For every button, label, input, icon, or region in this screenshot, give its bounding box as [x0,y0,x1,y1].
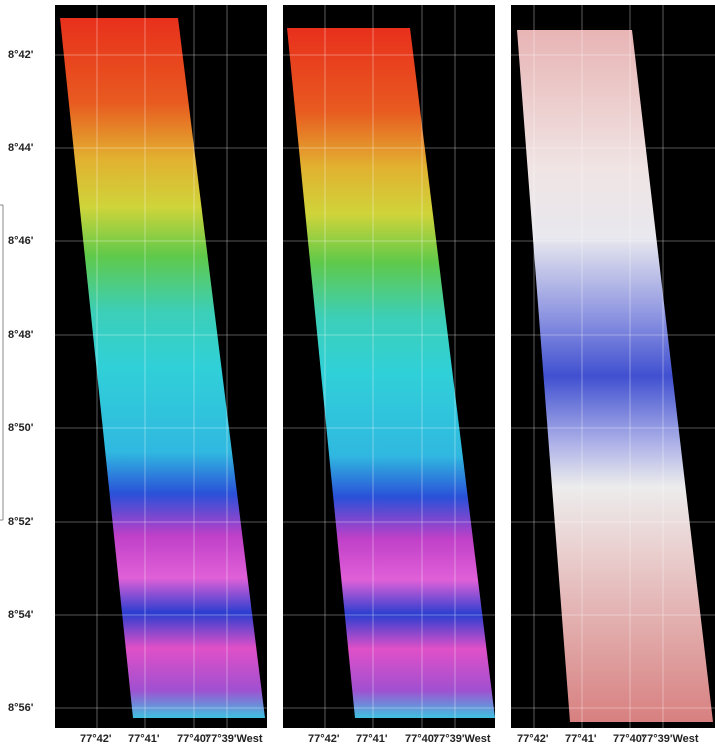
latitude-label: 8°44' [8,142,34,154]
latitude-label: 8°42' [8,49,34,61]
latitude-label: 8°50' [8,422,34,434]
longitude-label: 77°42' [80,733,112,745]
latitude-label: 8°54' [8,609,34,621]
bracket [0,205,3,520]
latitude-label: 8°56' [8,702,34,714]
longitude-label: 77°39'West [433,733,491,745]
longitude-label: 77°39'West [641,733,699,745]
latitude-label: 8°48' [8,329,34,341]
longitude-label: 77°41' [565,733,597,745]
latitude-label: 8°46' [8,235,34,247]
latitude-label: 8°52' [8,516,34,528]
map-figure: 8°42' 8°44' 8°46' 8°48' 8°50' 8°52' 8°54' 8°56'… [0,0,715,746]
longitude-label: 77°42' [308,733,340,745]
longitude-label: 77°41' [128,733,160,745]
longitude-label: 77°41' [356,733,388,745]
longitude-label: 77°39'West [205,733,263,745]
longitude-label: 77°42' [517,733,549,745]
